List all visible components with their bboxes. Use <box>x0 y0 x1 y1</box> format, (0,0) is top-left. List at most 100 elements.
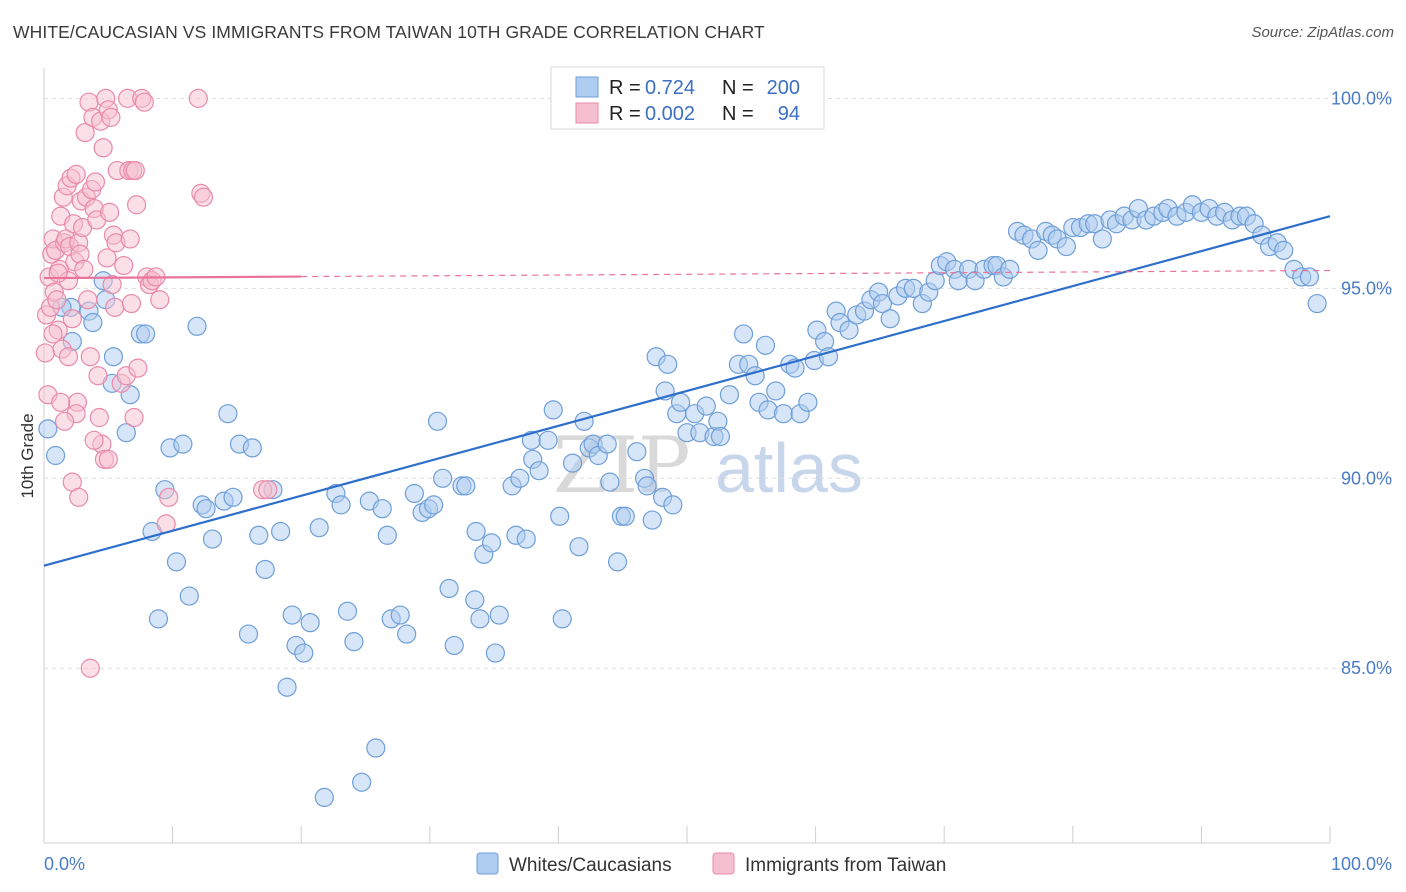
legend-swatch-whites <box>476 852 499 875</box>
data-point <box>485 643 505 663</box>
data-point <box>1028 240 1048 260</box>
data-point <box>159 487 179 507</box>
x-axis-ticks <box>43 826 1331 843</box>
data-point <box>439 578 459 599</box>
y-axis-label: 10th Grade <box>18 413 37 498</box>
data-point <box>196 499 216 519</box>
data-point <box>719 385 740 405</box>
data-point <box>223 487 243 507</box>
data-point <box>294 643 314 663</box>
y-tick-label: 85.0% <box>1341 658 1392 678</box>
data-point <box>83 312 103 333</box>
data-point <box>105 297 125 317</box>
data-point <box>187 316 207 336</box>
data-point <box>173 434 193 454</box>
trend-line-whites <box>43 215 1331 567</box>
stats-r-label-blue: R = <box>609 77 641 99</box>
data-point <box>745 366 765 386</box>
data-point <box>755 335 776 355</box>
x-tick-label-max: 100.0% <box>1331 854 1392 874</box>
data-point <box>277 677 297 697</box>
data-point <box>66 164 86 184</box>
data-point <box>516 529 536 549</box>
chart-title: WHITE/CAUCASIAN VS IMMIGRANTS FROM TAIWA… <box>13 22 765 42</box>
data-point <box>1274 240 1294 260</box>
stats-legend-swatch-blue <box>575 76 599 98</box>
data-point <box>481 533 502 553</box>
data-point <box>69 487 89 507</box>
data-point <box>75 122 95 143</box>
stats-r-label-pink: R = <box>609 103 641 125</box>
data-point <box>38 419 58 439</box>
data-point <box>880 309 900 329</box>
data-point <box>366 738 386 758</box>
data-point <box>271 521 291 542</box>
data-point <box>562 453 583 473</box>
data-point <box>124 407 144 428</box>
stats-legend-swatch-pink <box>575 102 599 124</box>
data-point <box>148 609 169 629</box>
data-point <box>249 525 269 545</box>
data-point <box>54 411 75 431</box>
data-point <box>1000 259 1020 279</box>
stats-n-value-blue: 200 <box>767 77 800 99</box>
data-point <box>1299 267 1320 287</box>
data-point <box>218 404 238 424</box>
chart-source: Source: ZipAtlas.com <box>1251 24 1394 41</box>
data-point <box>103 347 124 367</box>
data-point <box>798 392 818 412</box>
data-point <box>88 366 108 386</box>
stats-n-label-pink: N = <box>722 103 754 125</box>
trend-line-taiwan-extension <box>301 269 1331 278</box>
data-point <box>331 495 351 515</box>
data-point <box>84 430 104 450</box>
data-point <box>121 293 142 314</box>
data-point <box>150 290 170 310</box>
data-point <box>238 624 259 644</box>
legend-label-whites: Whites/Caucasians <box>509 855 672 876</box>
data-point <box>337 601 358 621</box>
legend-label-taiwan: Immigrants from Taiwan <box>745 855 946 876</box>
data-point <box>135 324 156 344</box>
data-point <box>766 381 786 401</box>
data-point <box>242 438 262 458</box>
watermark-atlas: atlas <box>715 429 863 507</box>
data-point <box>43 324 63 344</box>
stats-legend: R = 0.724 N = 200 R = 0.002 N = 94 <box>550 66 825 130</box>
data-point <box>74 259 94 279</box>
data-point <box>397 624 417 644</box>
data-point <box>510 468 530 488</box>
data-point <box>166 552 187 572</box>
data-point <box>424 495 444 515</box>
data-point <box>102 274 122 295</box>
data-point <box>255 559 275 580</box>
data-point <box>179 586 199 606</box>
data-point <box>128 358 148 378</box>
y-tick-label: 95.0% <box>1341 278 1392 298</box>
data-point <box>62 309 82 329</box>
data-point <box>85 172 106 192</box>
data-point <box>80 347 100 367</box>
data-point <box>773 404 794 424</box>
data-point <box>89 407 109 428</box>
data-point <box>45 445 66 466</box>
data-point <box>710 426 731 447</box>
data-point <box>615 506 635 526</box>
data-point <box>552 609 572 629</box>
data-point <box>188 88 208 108</box>
data-point <box>470 609 490 629</box>
data-point <box>99 202 120 222</box>
data-point <box>543 400 563 420</box>
data-point <box>352 772 372 792</box>
data-point <box>314 787 334 808</box>
data-point <box>427 411 448 431</box>
data-point <box>642 510 662 530</box>
stats-n-value-pink: 94 <box>778 103 800 125</box>
data-point <box>658 354 678 374</box>
data-point <box>637 476 657 496</box>
data-point <box>309 518 329 538</box>
data-point <box>258 480 278 500</box>
y-tick-label: 100.0% <box>1331 88 1392 108</box>
data-point <box>202 529 223 549</box>
data-point <box>465 590 485 610</box>
